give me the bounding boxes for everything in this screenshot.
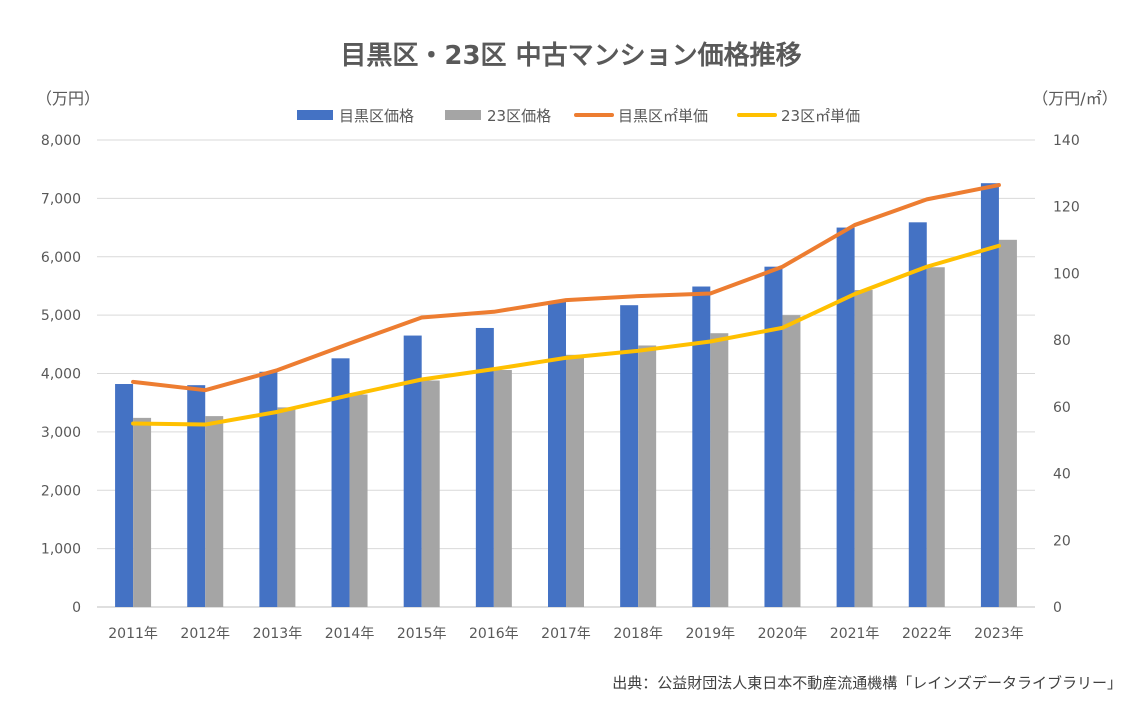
bar-meguro-price [475,327,494,607]
y-tick-label: 0 [72,600,81,616]
y2-tick-label: 40 [1053,467,1071,483]
bar-meguro-price [187,385,206,607]
bar-tokyo23-price [998,239,1017,608]
y-axis-unit-label: （万円） [36,89,100,108]
x-tick-label: 2011年 [108,626,158,642]
bar-tokyo23-price [205,416,224,607]
bar-tokyo23-price [854,290,873,607]
bar-tokyo23-price [926,267,945,607]
y-tick-label: 3,000 [41,425,81,441]
legend-label: 目黒区価格 [339,107,414,125]
line-meguro-unit-price [131,183,1001,393]
bar-meguro-price [259,371,278,607]
y-tick-label: 2,000 [41,483,81,499]
x-axis-ticks: 2011年 2012年 2013年 2014年 2015年 2016年 2017年 2018年… [108,626,1023,642]
x-tick-label: 2014年 [325,626,375,642]
bar-tokyo23-price [638,345,657,607]
y2-tick-label: 20 [1053,533,1071,549]
bar-meguro-price [980,183,999,607]
legend-label: 23区㎡単価 [781,107,860,125]
x-tick-label: 2017年 [541,626,591,642]
chart-title: 目黒区・23区 中古マンション価格推移 [340,40,801,71]
y2-axis-ticks: 0 20 40 60 80 100 120 140 [1053,133,1080,616]
bar-tokyo23-price [421,380,440,607]
line-tokyo23-unit-price [131,243,1001,427]
bar-meguro-price [548,301,566,607]
legend-label: 23区価格 [487,107,551,125]
y-tick-label: 7,000 [41,191,81,207]
bar-meguro-price [403,335,422,607]
bar-meguro-price [908,222,927,607]
bar-tokyo23-price [782,315,801,607]
y2-axis-unit-label: （万円/㎡） [1032,89,1117,108]
y2-tick-label: 140 [1053,133,1080,149]
y2-tick-label: 120 [1053,200,1080,216]
bar-tokyo23-price [277,407,296,607]
x-tick-label: 2015年 [397,626,447,642]
x-tick-label: 2012年 [180,626,230,642]
bar-meguro-price [115,384,134,607]
bar-meguro-price [692,286,711,607]
bar-meguro-price [620,305,639,607]
legend-swatch [445,110,481,120]
x-tick-label: 2013年 [253,626,303,642]
x-tick-label: 2019年 [685,626,735,642]
bar-meguro-price [764,266,783,607]
y2-tick-label: 60 [1053,400,1071,416]
y-tick-label: 4,000 [41,367,81,383]
y-axis-ticks: 0 1,000 2,000 3,000 4,000 5,000 6,000 7,000 8,00… [41,133,81,616]
legend-label: 目黒区㎡単価 [618,107,708,125]
legend-swatch [297,110,333,120]
legend: 目黒区価格 23区価格 目黒区㎡単価 23区㎡単価 [297,107,860,125]
bar-meguro-price [331,358,350,607]
y-tick-label: 6,000 [41,250,81,266]
y-tick-label: 5,000 [41,308,81,324]
x-tick-label: 2021年 [830,626,880,642]
bar-tokyo23-price [566,354,584,607]
x-tick-label: 2020年 [758,626,808,642]
y2-tick-label: 0 [1053,600,1062,616]
bars [115,183,1017,608]
y2-tick-label: 80 [1053,333,1071,349]
y2-tick-label: 100 [1053,266,1080,282]
source-note: 出典：公益財団法人東日本不動産流通機構「レインズデータライブラリー」 [612,674,1122,692]
lines [131,183,1001,427]
x-tick-label: 2016年 [469,626,519,642]
bar-tokyo23-price [349,394,368,607]
x-tick-label: 2022年 [902,626,952,642]
bar-tokyo23-price [133,417,152,607]
x-tick-label: 2018年 [613,626,663,642]
y-tick-label: 8,000 [41,133,81,149]
bar-meguro-price [836,227,855,607]
bar-tokyo23-price [493,369,512,607]
bar-tokyo23-price [710,333,729,607]
y-tick-label: 1,000 [41,542,81,558]
x-tick-label: 2023年 [974,626,1024,642]
